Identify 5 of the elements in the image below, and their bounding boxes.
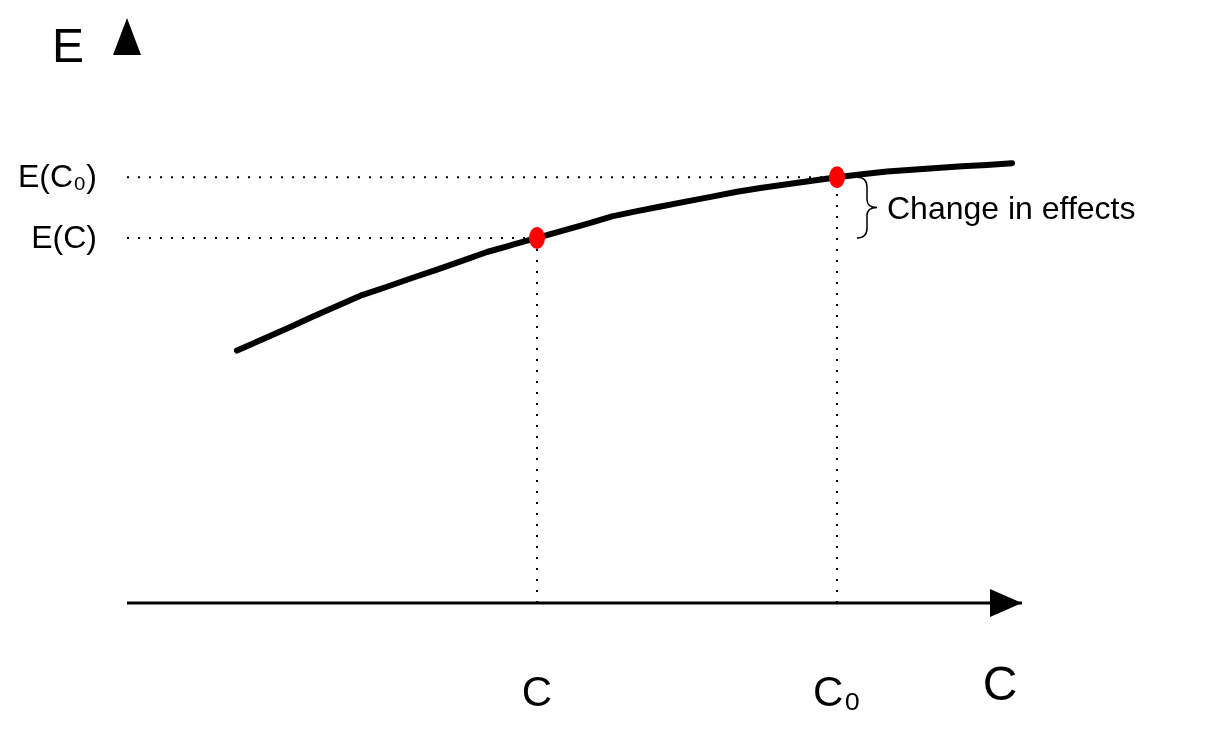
y-axis-title: E bbox=[51, 19, 85, 72]
x-tick-label: C₀ bbox=[813, 668, 861, 715]
ref-line-label: E(C₀) bbox=[17, 158, 97, 195]
ref-line-label: E(C) bbox=[31, 218, 97, 255]
annotation: Change in effects bbox=[887, 189, 1136, 226]
